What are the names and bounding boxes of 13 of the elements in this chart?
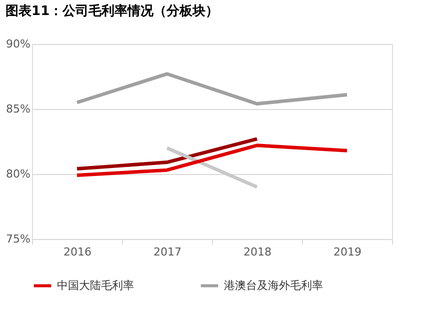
- legend-label: 中国大陆毛利率: [57, 278, 134, 292]
- legend-label: 港澳台及海外毛利率: [224, 278, 323, 292]
- y-tick-label: 75%: [6, 232, 30, 246]
- line-series: [75, 72, 349, 106]
- y-tick-label: 90%: [6, 38, 30, 50]
- y-tick-label: 80%: [6, 168, 30, 180]
- line-series: [75, 144, 349, 178]
- x-tick-label: 2018: [244, 246, 272, 258]
- x-tick-label: 2016: [64, 246, 92, 258]
- y-tick-label: 85%: [6, 102, 30, 116]
- x-tick-label: 2017: [154, 246, 182, 258]
- chart-title: 图表11：公司毛利率情况（分板块）: [6, 3, 219, 19]
- x-tick-label: 2019: [334, 246, 362, 258]
